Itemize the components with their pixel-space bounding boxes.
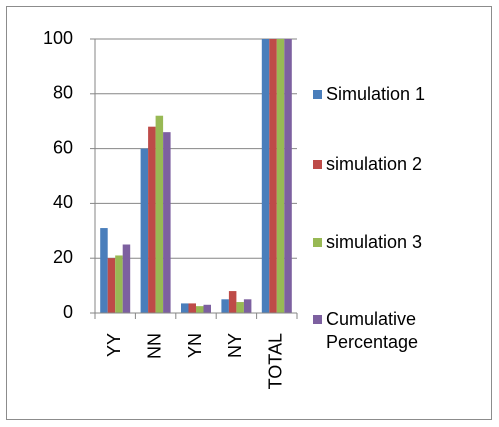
bar <box>221 299 229 313</box>
legend-item: Cumulative Percentage <box>313 308 421 354</box>
legend-swatch <box>313 315 322 324</box>
bar <box>228 291 237 313</box>
legend-item: simulation 2 <box>313 153 486 176</box>
legend-label: simulation 2 <box>326 154 423 174</box>
bar <box>140 148 149 313</box>
bar <box>236 302 244 313</box>
bar <box>163 132 171 313</box>
x-tick-label: NN <box>144 333 164 359</box>
x-tick-label: NY <box>225 333 245 358</box>
y-tick-label: 20 <box>53 247 73 267</box>
bar <box>203 304 211 313</box>
bar <box>284 39 292 313</box>
x-tick-label: YY <box>104 333 124 357</box>
legend-item: simulation 3 <box>313 231 486 254</box>
bar <box>100 228 108 313</box>
bar <box>148 126 156 314</box>
bar <box>261 39 270 313</box>
y-tick-label: 0 <box>63 302 73 322</box>
legend-swatch <box>313 238 322 247</box>
y-tick-label: 60 <box>53 137 73 157</box>
legend-label: simulation 3 <box>326 232 423 252</box>
frame <box>6 6 492 420</box>
bar <box>107 258 116 313</box>
bar <box>155 115 164 313</box>
bar <box>188 303 196 313</box>
legend-swatch <box>313 90 322 99</box>
legend-swatch <box>313 160 322 169</box>
bar <box>181 303 189 313</box>
y-tick-label: 80 <box>53 83 73 103</box>
y-tick-label: 40 <box>53 192 73 212</box>
legend-label: Simulation 1 <box>326 84 426 104</box>
bar <box>243 299 252 313</box>
x-tick-label: TOTAL <box>266 333 286 389</box>
legend-label: Cumulative Percentage <box>326 309 419 352</box>
bar <box>269 39 277 313</box>
legend-item: Simulation 1 <box>313 83 486 106</box>
bar <box>115 255 123 313</box>
x-tick-label: YN <box>185 333 205 358</box>
bar <box>196 306 204 313</box>
bar <box>122 244 131 313</box>
y-tick-label: 100 <box>43 28 73 48</box>
bar <box>276 39 285 313</box>
